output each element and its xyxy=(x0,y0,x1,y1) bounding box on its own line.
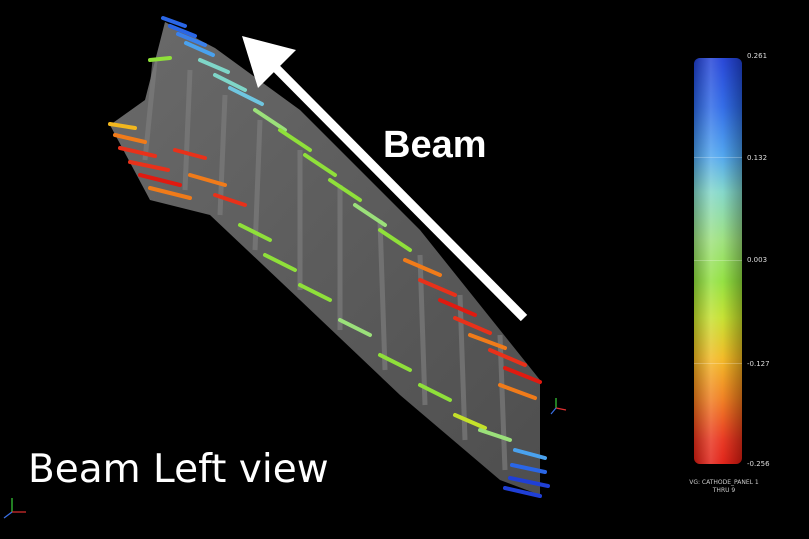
displacement-arrows-high xyxy=(161,16,550,498)
colorbar-tick: 0.003 xyxy=(747,256,768,264)
colorbar-tick: 0.261 xyxy=(747,52,768,60)
colorbar-caption-line: THRU 9 xyxy=(712,487,736,494)
colorbar-separator xyxy=(694,260,742,261)
color-scale-bar xyxy=(694,58,742,464)
panel-ribs xyxy=(142,59,508,471)
colorbar-caption-line: VG: CATHODE_PANEL 1 xyxy=(689,479,759,486)
displacement-arrows-low xyxy=(108,122,542,400)
beam-direction-arrow xyxy=(242,36,528,322)
axis-triad-icon xyxy=(3,398,567,519)
cathode-panel-surface xyxy=(110,22,540,495)
colorbar-tick: -0.127 xyxy=(747,360,770,368)
beam-label: Beam xyxy=(383,124,487,166)
view-label: Beam Left view xyxy=(28,447,329,492)
colorbar-caption: VG: CATHODE_PANEL 1 THRU 9 xyxy=(672,479,776,495)
colorbar-separator xyxy=(694,157,742,158)
colorbar-tick: -0.256 xyxy=(747,460,770,468)
colorbar-tick: 0.132 xyxy=(747,154,768,162)
colorbar-separator xyxy=(694,363,742,364)
displacement-arrows-mid xyxy=(148,56,512,442)
